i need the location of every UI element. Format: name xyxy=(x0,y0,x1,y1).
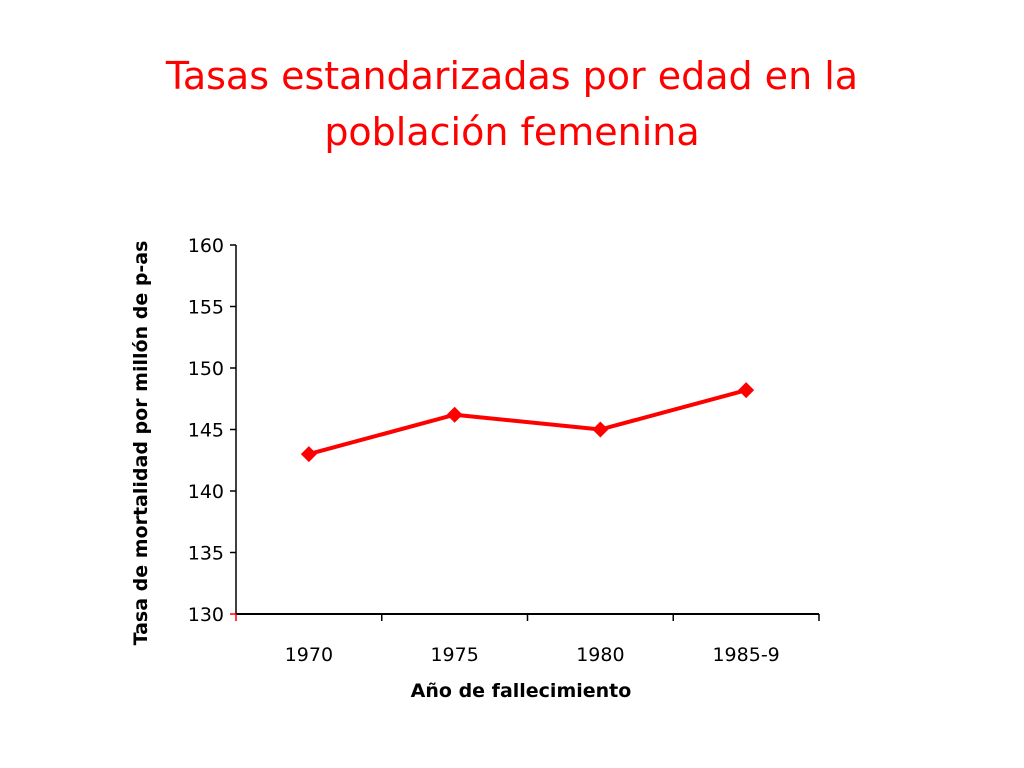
slide-title-line-1: Tasas estandarizadas por edad en la xyxy=(165,54,859,98)
y-tick-label: 160 xyxy=(188,235,224,257)
y-tick-label: 130 xyxy=(188,604,224,626)
data-point-marker xyxy=(738,382,755,399)
x-axis-title: Año de fallecimiento xyxy=(411,680,632,702)
x-tick-label: 1980 xyxy=(576,644,624,666)
y-tick-label: 155 xyxy=(188,297,224,319)
slide-title: Tasas estandarizadas por edad en la pobl… xyxy=(62,48,962,160)
slide-title-line-2: población femenina xyxy=(324,110,700,154)
y-tick-label: 140 xyxy=(188,481,224,503)
data-point-marker xyxy=(446,406,463,423)
series-layer xyxy=(300,382,755,463)
x-tick-label: 1985-9 xyxy=(712,644,779,666)
y-tick-label: 150 xyxy=(188,358,224,380)
y-tick-label: 135 xyxy=(188,543,224,565)
data-point-marker xyxy=(592,421,609,438)
y-tick-label: 145 xyxy=(188,420,224,442)
data-point-marker xyxy=(300,446,317,463)
y-axis: 130 135 140 145 150 155 160 xyxy=(188,235,237,626)
y-axis-title: Tasa de mortalidad por millón de p-as xyxy=(130,241,152,646)
x-tick-label: 1970 xyxy=(285,644,333,666)
series-line xyxy=(308,388,747,457)
x-axis: 1970 1975 1980 1985-9 xyxy=(235,613,820,666)
x-tick-label: 1975 xyxy=(430,644,478,666)
